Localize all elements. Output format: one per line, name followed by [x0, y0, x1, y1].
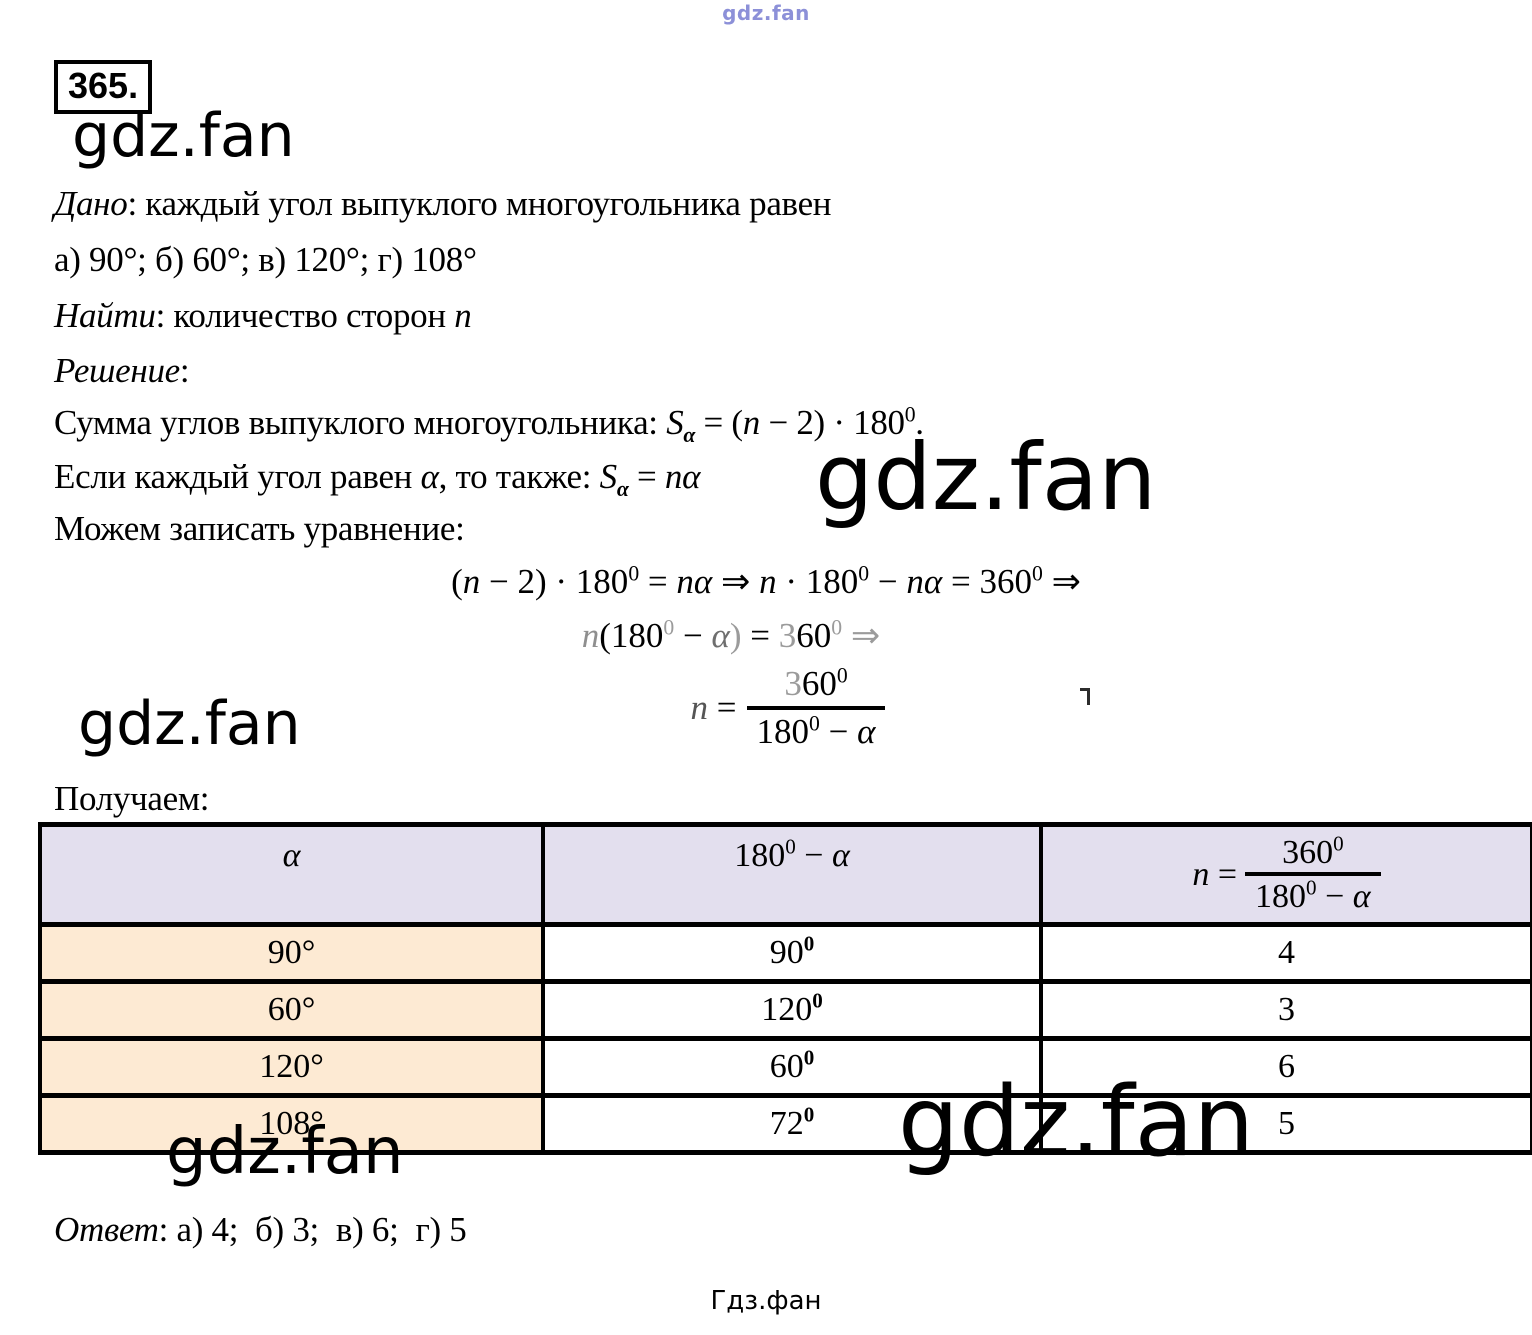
results-table: α 1800 − α n = 3600 1800 − α 90° 900 4 6…: [38, 822, 1532, 1155]
cases-line: а) 90°; б) 60°; в) 120°; г) 108°: [54, 240, 477, 279]
diff-cell: 1200: [541, 979, 1043, 1041]
sum-formula-line: Сумма углов выпуклого многоугольника: Sα…: [54, 402, 924, 447]
stray-scan-mark: [1080, 688, 1090, 705]
alpha-cell: 108°: [38, 1093, 545, 1155]
find-line: Найти: количество сторон n: [54, 296, 472, 335]
watermark-bottom-right: gdz.fan: [898, 1066, 1255, 1178]
alpha-cell: 120°: [38, 1036, 545, 1098]
table-header-row: α 1800 − α n = 3600 1800 − α: [38, 822, 1532, 927]
diff-cell: 720: [541, 1093, 1043, 1155]
header-formula-lhs: n =: [1192, 855, 1238, 893]
n-cell: 3: [1039, 979, 1532, 1041]
diff-cell: 600: [541, 1036, 1043, 1098]
n-cell: 5: [1039, 1093, 1532, 1155]
equation-3-lhs: n =: [690, 688, 737, 727]
table-row: 108° 720 5: [38, 1093, 1532, 1155]
fraction-denominator: 1800 − α: [756, 711, 876, 751]
header-alpha: α: [38, 822, 545, 927]
n-cell: 6: [1039, 1036, 1532, 1098]
header-formula-fraction: 3600 1800 − α: [1245, 833, 1381, 916]
watermark-top: gdz.fan: [722, 1, 810, 25]
header-fraction-numerator: 3600: [1245, 833, 1381, 876]
alpha-cell: 60°: [38, 979, 545, 1041]
fraction-numerator: 3600: [746, 664, 886, 710]
table-row: 60° 1200 3: [38, 979, 1532, 1041]
result-intro-line: Получаем:: [54, 779, 210, 818]
header-diff: 1800 − α: [541, 822, 1043, 927]
n-cell: 4: [1039, 922, 1532, 984]
equation-intro-line: Можем записать уравнение:: [54, 509, 465, 548]
watermark-left-middle: gdz.fan: [78, 689, 301, 759]
table-row: 90° 900 4: [38, 922, 1532, 984]
given-line: Дано: каждый угол выпуклого многоугольни…: [54, 184, 832, 223]
equation-2: n(1800 − α) = 3600 ⇒: [581, 615, 881, 655]
equation-3-fraction: 3600 1800 − α: [746, 664, 886, 752]
header-n-formula: n = 3600 1800 − α: [1039, 822, 1532, 927]
header-fraction-denominator: 1800 − α: [1255, 875, 1371, 915]
alpha-cell: 90°: [38, 922, 545, 984]
problem-number: 365.: [54, 60, 153, 114]
equation-3: n = 3600 1800 − α: [0, 664, 1532, 752]
watermark-under-title: gdz.fan: [72, 101, 295, 171]
diff-cell: 900: [541, 922, 1043, 984]
answer-line: Ответ: а) 4; б) 3; в) 6; г) 5: [54, 1210, 467, 1249]
each-angle-line: Если каждый угол равен α, то также: Sα =…: [54, 457, 701, 501]
watermark-bottom-left: gdz.fan: [166, 1115, 404, 1189]
table-row: 120° 600 6: [38, 1036, 1532, 1098]
equation-1: (n − 2) · 1800 = nα ⇒ n · 1800 − nα = 36…: [451, 561, 1081, 601]
footer-sitename: Гдз.фан: [710, 1286, 822, 1316]
solution-label: Решение:: [54, 351, 190, 390]
watermark-middle: gdz.fan: [815, 424, 1157, 531]
